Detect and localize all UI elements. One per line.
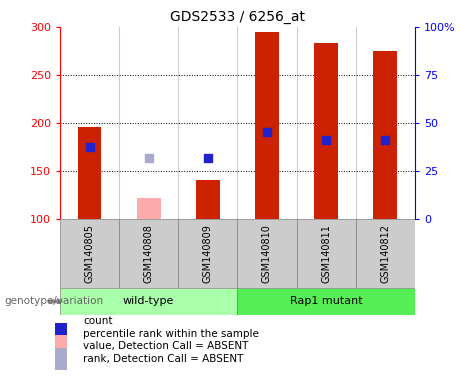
Bar <box>237 219 296 288</box>
Bar <box>356 219 415 288</box>
Bar <box>196 180 219 219</box>
Text: GSM140809: GSM140809 <box>203 224 213 283</box>
Text: GSM140812: GSM140812 <box>380 224 390 283</box>
Point <box>322 137 330 143</box>
Title: GDS2533 / 6256_at: GDS2533 / 6256_at <box>170 10 305 25</box>
Text: rank, Detection Call = ABSENT: rank, Detection Call = ABSENT <box>83 354 243 364</box>
Text: percentile rank within the sample: percentile rank within the sample <box>83 329 259 339</box>
Bar <box>60 288 237 315</box>
Bar <box>60 219 119 288</box>
Point <box>145 156 152 162</box>
Bar <box>178 219 237 288</box>
Text: value, Detection Call = ABSENT: value, Detection Call = ABSENT <box>83 341 248 351</box>
Bar <box>55 323 67 345</box>
Text: genotype/variation: genotype/variation <box>5 296 104 306</box>
Bar <box>314 43 338 219</box>
Point <box>204 156 212 162</box>
Bar <box>55 348 67 370</box>
Text: GSM140811: GSM140811 <box>321 224 331 283</box>
Text: count: count <box>83 316 112 326</box>
Point <box>263 129 271 136</box>
Bar <box>255 31 279 219</box>
Bar <box>137 198 160 219</box>
Point <box>86 144 93 150</box>
Point <box>382 137 389 143</box>
Bar <box>77 127 101 219</box>
Text: GSM140808: GSM140808 <box>144 224 154 283</box>
Text: GSM140810: GSM140810 <box>262 224 272 283</box>
Bar <box>55 335 67 358</box>
Bar <box>296 219 356 288</box>
Bar <box>119 219 178 288</box>
Text: Rap1 mutant: Rap1 mutant <box>290 296 362 306</box>
Bar <box>237 288 415 315</box>
Bar <box>55 310 67 333</box>
Text: wild-type: wild-type <box>123 296 174 306</box>
Bar <box>373 51 397 219</box>
Text: GSM140805: GSM140805 <box>84 224 95 283</box>
